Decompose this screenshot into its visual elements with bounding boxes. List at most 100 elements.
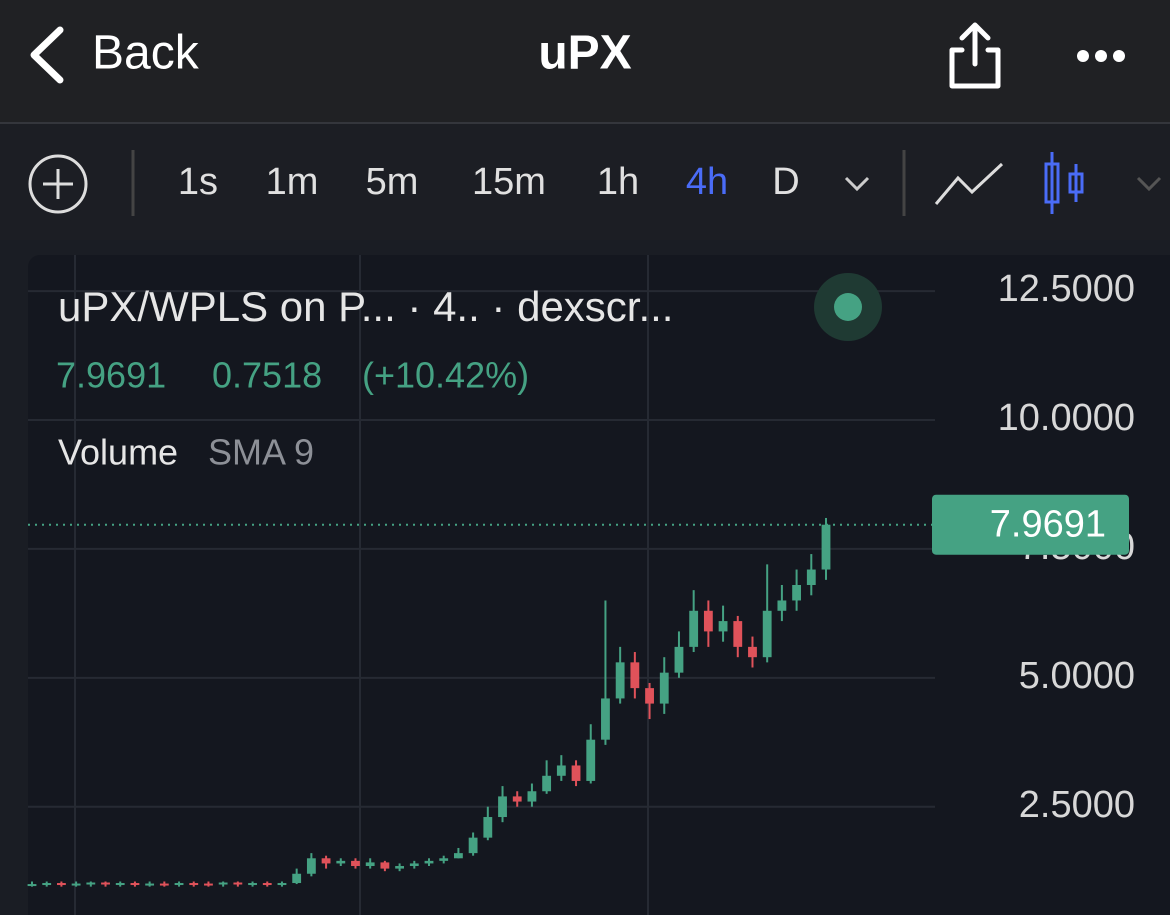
candle-body xyxy=(527,791,537,802)
share-arrow xyxy=(959,22,991,67)
interval-option[interactable]: 4h xyxy=(686,161,728,203)
interval-option[interactable]: 1h xyxy=(597,161,639,203)
candle-body xyxy=(453,853,463,859)
candle-body xyxy=(571,765,581,781)
y-tick-label: 5.0000 xyxy=(1019,655,1135,697)
candle-body xyxy=(71,883,81,886)
interval-option[interactable]: D xyxy=(772,161,799,203)
candle-wicks xyxy=(1050,152,1078,214)
status-dot xyxy=(834,293,862,321)
interval-option[interactable]: 1s xyxy=(178,161,218,203)
interval-group: 1s 1m 5m 15m 1h 4h D xyxy=(178,161,800,203)
back-icon xyxy=(30,26,64,84)
candle-body xyxy=(748,646,757,658)
candle-body xyxy=(380,862,390,869)
add-plus xyxy=(43,169,73,199)
dropdown-chevron[interactable] xyxy=(844,176,870,192)
add-circle xyxy=(28,154,88,214)
candle-body xyxy=(659,672,669,704)
candle-chart-icon[interactable] xyxy=(1044,152,1084,214)
candle-body xyxy=(645,688,654,704)
candle-body xyxy=(439,858,449,861)
interval-option[interactable]: 5m xyxy=(366,161,419,203)
candle-body xyxy=(498,796,507,818)
candle-body xyxy=(42,883,52,886)
candle-body xyxy=(130,883,140,886)
candle-body xyxy=(777,600,787,611)
page-title: uPX xyxy=(538,27,631,80)
candle-body xyxy=(542,775,552,792)
candle-body xyxy=(306,858,316,874)
y-tick-label: 12.5000 xyxy=(998,268,1135,310)
candle-body xyxy=(1068,172,1084,194)
candle-body xyxy=(615,662,625,699)
candle-body xyxy=(277,883,287,886)
candle-body xyxy=(56,883,66,886)
candle-body xyxy=(86,882,96,885)
candle-body xyxy=(821,524,831,570)
legend-change-pct: (+10.42%) xyxy=(362,355,529,396)
candle-body xyxy=(145,883,155,886)
candle-body xyxy=(365,862,375,867)
candle-body xyxy=(27,884,37,887)
candle-body xyxy=(733,621,743,647)
candle-body xyxy=(218,882,228,885)
candle-body xyxy=(336,860,346,864)
candle-body xyxy=(409,863,419,867)
candle-body xyxy=(262,883,272,886)
y-tick-label: 2.5000 xyxy=(1019,784,1135,826)
candle-body xyxy=(351,860,360,867)
candle-body xyxy=(674,646,684,673)
candle-body xyxy=(115,883,125,886)
interval-option[interactable]: 1m xyxy=(266,161,319,203)
dot xyxy=(1077,50,1089,62)
share-box xyxy=(949,47,1001,89)
legend-title: uPX/WPLS on P... · 4.. · dexscr... xyxy=(58,283,673,330)
back-button[interactable]: Back xyxy=(30,26,200,84)
candle-body xyxy=(689,610,699,647)
candle-body xyxy=(204,883,213,886)
indicator-param: SMA 9 xyxy=(208,432,314,473)
line-chart-icon[interactable] xyxy=(934,162,1004,205)
candle-body xyxy=(424,860,434,864)
add-button[interactable] xyxy=(28,154,88,214)
candle-body xyxy=(483,817,493,838)
last-price-tag xyxy=(932,494,1129,555)
candle-body xyxy=(556,765,566,776)
dot xyxy=(1095,50,1107,62)
candle-body xyxy=(248,883,257,886)
legend-price: 7.9691 xyxy=(56,355,166,396)
indicator-name: Volume xyxy=(58,432,178,473)
candle-body xyxy=(174,883,184,886)
candle-body xyxy=(233,882,243,885)
chart-panel xyxy=(28,255,1170,915)
legend-change: 0.7518 xyxy=(212,355,322,396)
interval-option[interactable]: 15m xyxy=(472,161,546,203)
candle-body xyxy=(601,698,610,740)
candle-body xyxy=(159,883,169,886)
candle-body xyxy=(630,662,640,689)
candle-body xyxy=(292,873,302,884)
back-label: Back xyxy=(92,27,200,80)
toolbar-bar xyxy=(0,124,1170,240)
dropdown-chevron[interactable] xyxy=(1136,176,1162,192)
candle-body xyxy=(762,610,772,658)
dot xyxy=(1113,50,1125,62)
y-tick-label: 10.0000 xyxy=(998,397,1135,439)
candle-body xyxy=(792,585,802,601)
more-button[interactable] xyxy=(1077,50,1125,62)
candle-body xyxy=(718,621,728,632)
candle-body xyxy=(395,866,405,869)
candle-body xyxy=(321,858,331,864)
candle-body xyxy=(468,837,478,854)
candle-body xyxy=(1044,162,1060,204)
candle-body xyxy=(101,882,110,885)
candle-body xyxy=(703,610,713,632)
candle-body xyxy=(806,569,816,585)
share-button[interactable] xyxy=(949,22,1001,89)
candle-body xyxy=(189,883,199,886)
candle-body xyxy=(512,796,522,802)
